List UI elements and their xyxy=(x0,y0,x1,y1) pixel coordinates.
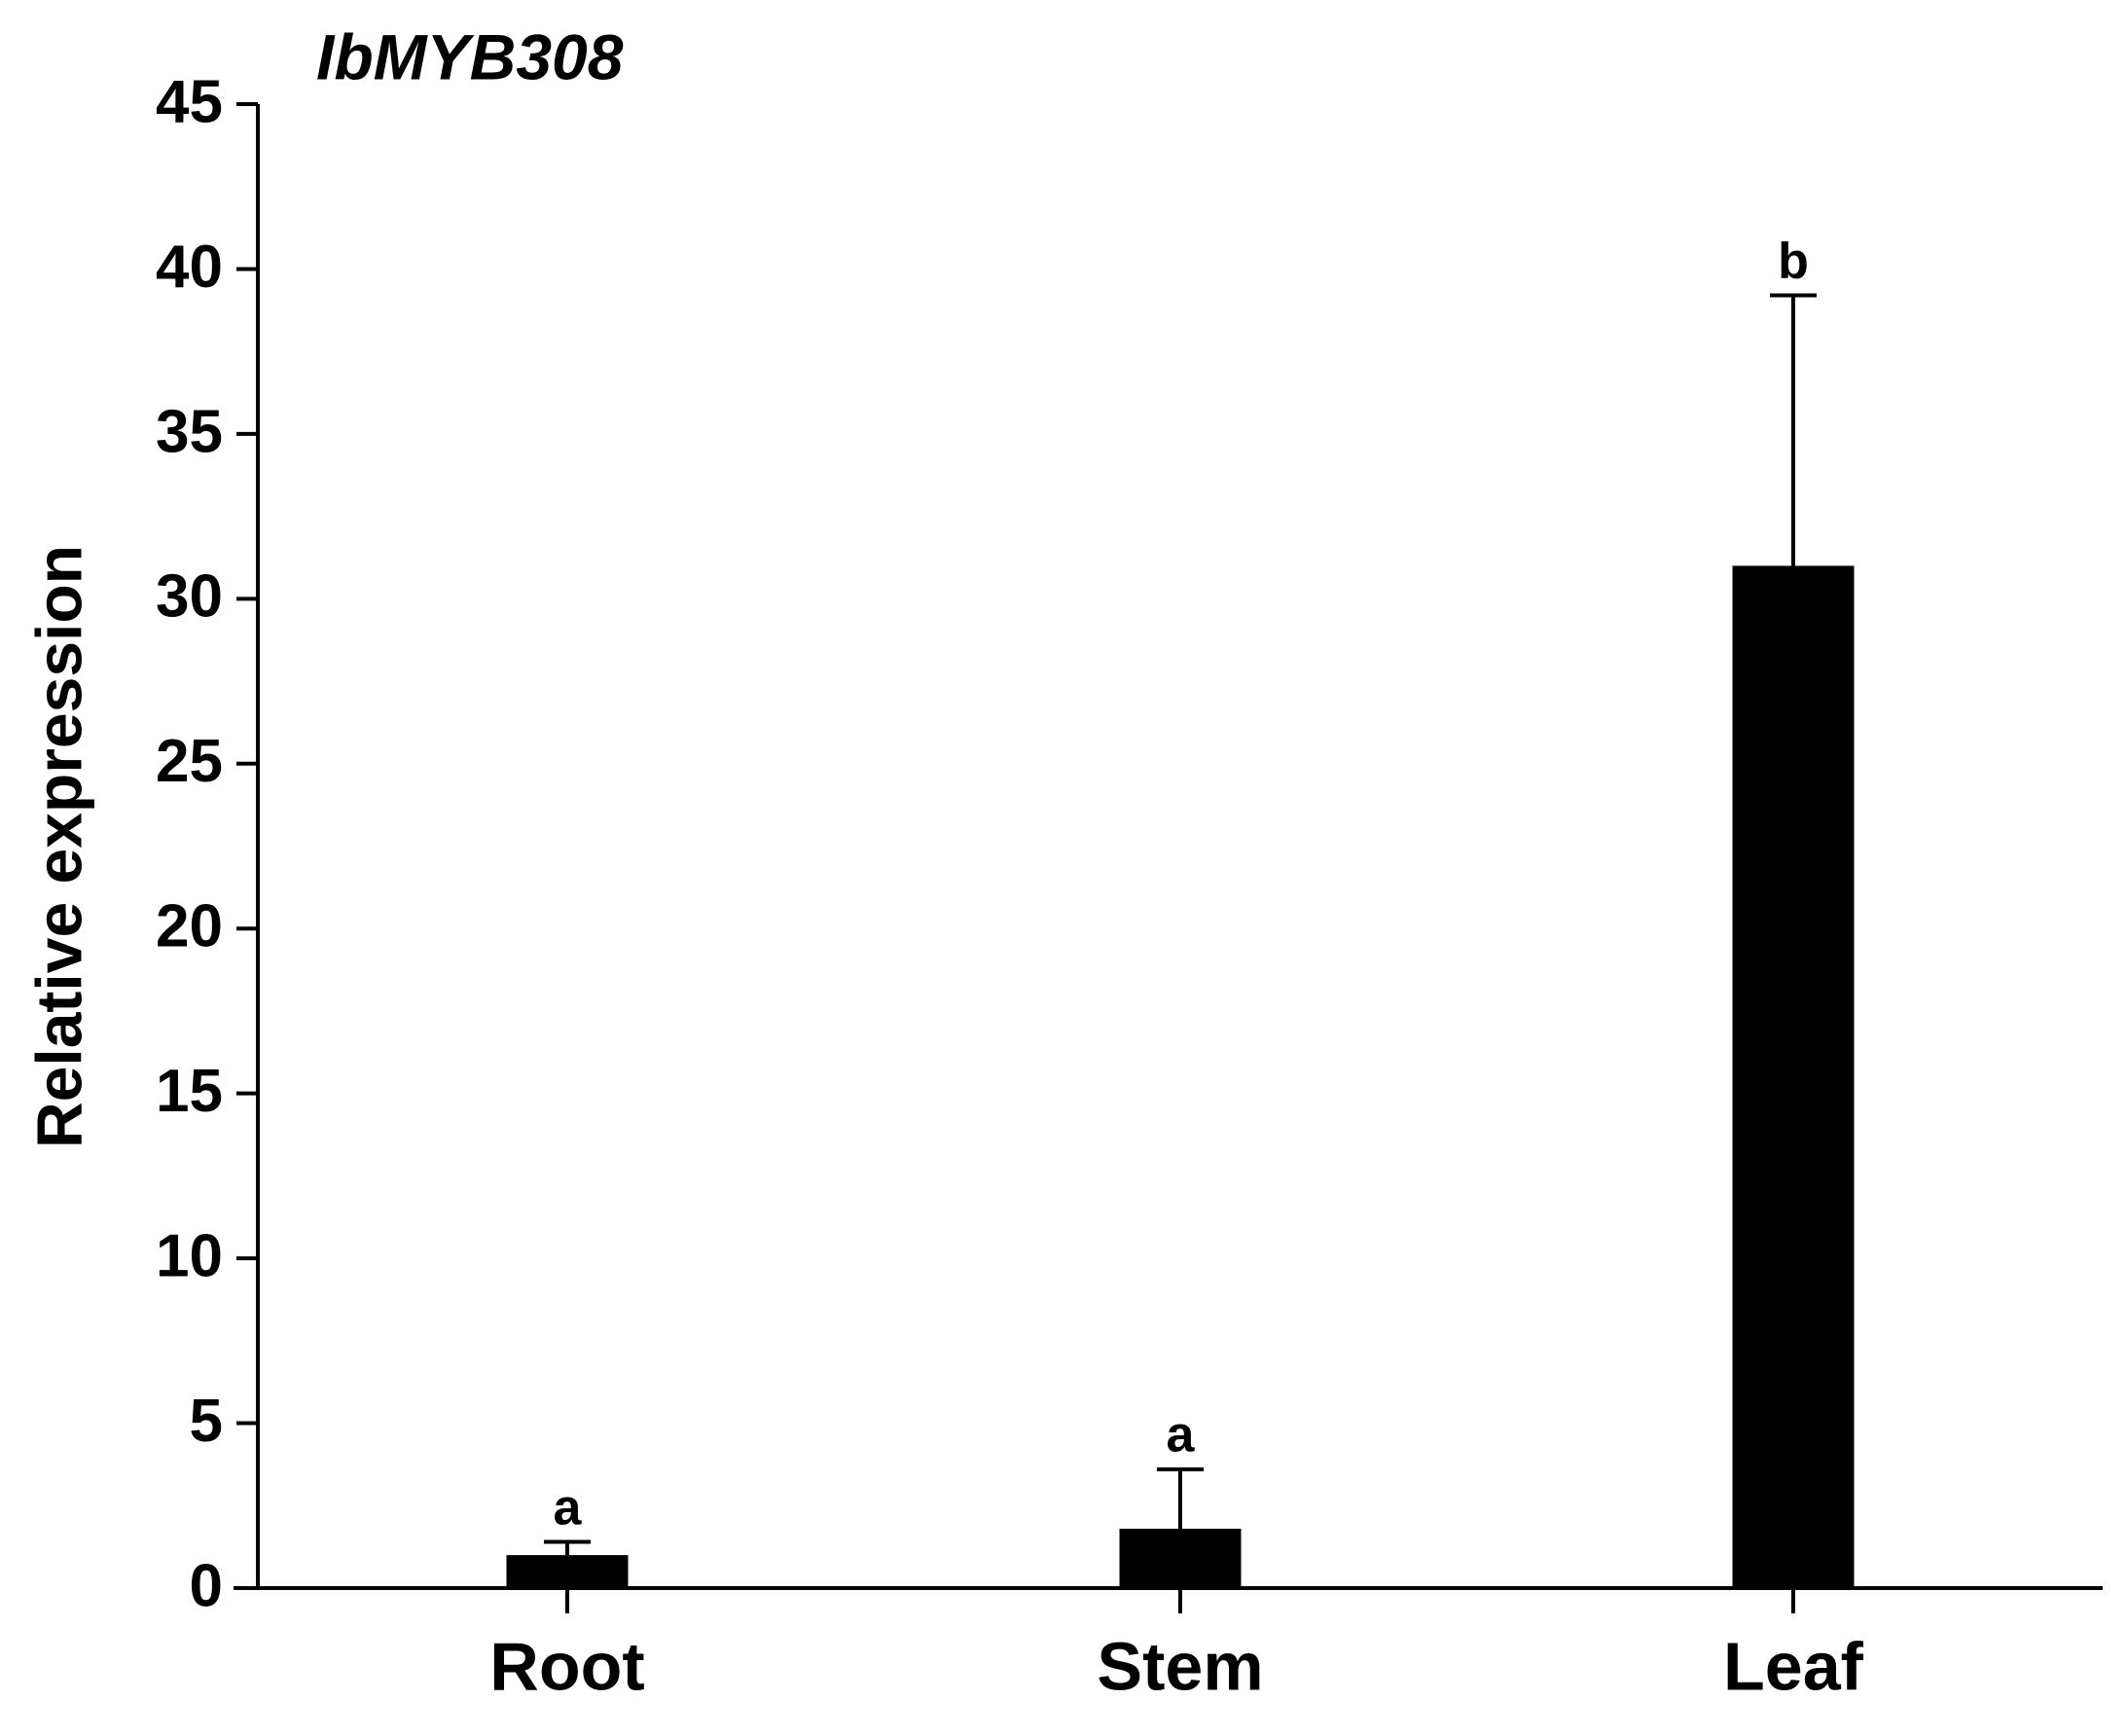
y-axis-label: Relative expression xyxy=(22,545,94,1148)
significance-letter: b xyxy=(1778,233,1809,289)
y-tick-label: 10 xyxy=(156,1222,223,1289)
significance-letter: a xyxy=(1167,1407,1196,1464)
bar xyxy=(1119,1529,1242,1588)
y-tick-label: 40 xyxy=(156,234,223,301)
y-tick-label: 35 xyxy=(156,398,223,465)
significance-letter: a xyxy=(554,1479,583,1536)
x-tick-label: Root xyxy=(489,1628,644,1704)
y-tick-label: 5 xyxy=(190,1388,223,1455)
chart-title: IbMYB308 xyxy=(316,20,624,92)
x-tick-label: Stem xyxy=(1097,1628,1263,1704)
y-tick-label: 30 xyxy=(156,563,223,631)
bar xyxy=(1732,565,1855,1588)
y-tick-label: 15 xyxy=(156,1058,223,1125)
y-tick-label: 45 xyxy=(156,68,223,135)
y-tick-label: 25 xyxy=(156,728,223,795)
x-tick-label: Leaf xyxy=(1723,1628,1864,1704)
y-tick-label: 0 xyxy=(190,1552,223,1619)
y-tick-label: 20 xyxy=(156,893,223,960)
bar xyxy=(506,1555,629,1588)
